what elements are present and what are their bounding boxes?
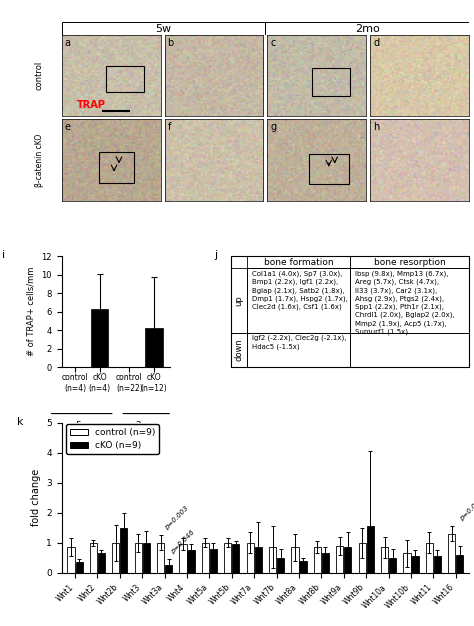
Bar xyxy=(143,543,150,573)
Bar xyxy=(135,543,142,573)
Bar xyxy=(188,550,195,573)
Bar xyxy=(224,543,231,573)
Bar xyxy=(350,256,469,269)
Bar xyxy=(99,152,134,183)
Bar xyxy=(322,553,329,573)
Bar xyxy=(434,557,441,573)
Bar xyxy=(98,553,105,573)
Text: 2mo: 2mo xyxy=(355,24,380,34)
Y-axis label: # of TRAP+ cells/mm: # of TRAP+ cells/mm xyxy=(27,267,36,356)
Text: p=0.046: p=0.046 xyxy=(170,529,196,555)
Bar xyxy=(231,332,247,367)
Bar xyxy=(403,553,410,573)
Text: β-catenin cKO: β-catenin cKO xyxy=(35,133,44,187)
Text: k: k xyxy=(17,417,23,427)
Text: g: g xyxy=(270,122,276,132)
Text: Ibsp (9.8x), Mmp13 (6.7x),
Areg (5.7x), Ctsk (4.7x),
Il33 (3.7x), Car2 (3.1x),
A: Ibsp (9.8x), Mmp13 (6.7x), Areg (5.7x), … xyxy=(355,270,455,335)
Bar xyxy=(247,269,350,332)
Bar xyxy=(255,547,262,573)
Text: h: h xyxy=(374,122,380,132)
Bar xyxy=(350,332,469,367)
Text: c: c xyxy=(270,38,276,48)
Text: down: down xyxy=(235,339,244,361)
Text: bone resorption: bone resorption xyxy=(374,258,446,267)
Bar xyxy=(426,543,433,573)
Text: bone formation: bone formation xyxy=(264,258,334,267)
Bar xyxy=(180,544,187,573)
Y-axis label: fold change: fold change xyxy=(31,469,41,526)
Text: Igf2 (-2.2x), Clec2g (-2.1x),
Hdac5 (-1.5x): Igf2 (-2.2x), Clec2g (-2.1x), Hdac5 (-1.… xyxy=(252,335,346,350)
Text: up: up xyxy=(235,295,244,306)
Bar xyxy=(448,534,456,573)
Bar xyxy=(106,66,144,92)
Bar xyxy=(112,543,119,573)
Text: 5w: 5w xyxy=(155,24,172,34)
Bar xyxy=(232,544,239,573)
Text: i: i xyxy=(2,250,5,260)
Text: e: e xyxy=(64,122,71,132)
Text: 2mo: 2mo xyxy=(135,421,155,430)
Text: b: b xyxy=(167,38,174,48)
Text: Col1a1 (4.0x), Sp7 (3.0x),
Bmp1 (2.2x), Igf1 (2.2x),
Bglap (2.1x), Satb2 (1.8x),: Col1a1 (4.0x), Sp7 (3.0x), Bmp1 (2.2x), … xyxy=(252,270,348,310)
Bar xyxy=(265,22,469,35)
Bar xyxy=(336,546,343,573)
Bar xyxy=(246,543,254,573)
Text: d: d xyxy=(374,38,379,48)
Bar xyxy=(314,547,321,573)
Bar xyxy=(146,328,163,367)
Bar xyxy=(359,543,366,573)
Bar xyxy=(309,153,348,185)
Bar xyxy=(292,547,299,573)
Text: a: a xyxy=(64,38,71,48)
Bar xyxy=(231,269,247,332)
Bar xyxy=(247,256,350,269)
Bar xyxy=(90,543,97,573)
Bar xyxy=(75,562,82,573)
Bar xyxy=(269,547,276,573)
Bar xyxy=(62,22,265,35)
Bar xyxy=(456,555,464,573)
Text: 5w: 5w xyxy=(76,421,89,430)
Legend: control (n=9), cKO (n=9): control (n=9), cKO (n=9) xyxy=(66,424,159,454)
Bar xyxy=(367,526,374,573)
Bar xyxy=(411,557,419,573)
Text: j: j xyxy=(214,250,217,260)
Text: TRAP: TRAP xyxy=(76,100,105,110)
Bar xyxy=(277,558,284,573)
Bar xyxy=(381,547,388,573)
Bar xyxy=(344,547,351,573)
Bar xyxy=(312,68,349,96)
Text: f: f xyxy=(167,122,171,132)
Bar xyxy=(67,547,74,573)
Bar xyxy=(165,565,172,573)
Bar xyxy=(210,549,217,573)
Bar xyxy=(202,543,209,573)
Bar xyxy=(247,332,350,367)
Bar xyxy=(300,561,307,573)
Text: p=0.003: p=0.003 xyxy=(164,505,190,531)
Bar xyxy=(91,309,109,367)
Bar xyxy=(350,269,469,332)
Bar xyxy=(157,543,164,573)
Bar xyxy=(389,558,396,573)
Text: control: control xyxy=(35,61,44,90)
Bar xyxy=(120,528,128,573)
Text: p=0.021: p=0.021 xyxy=(458,496,474,522)
